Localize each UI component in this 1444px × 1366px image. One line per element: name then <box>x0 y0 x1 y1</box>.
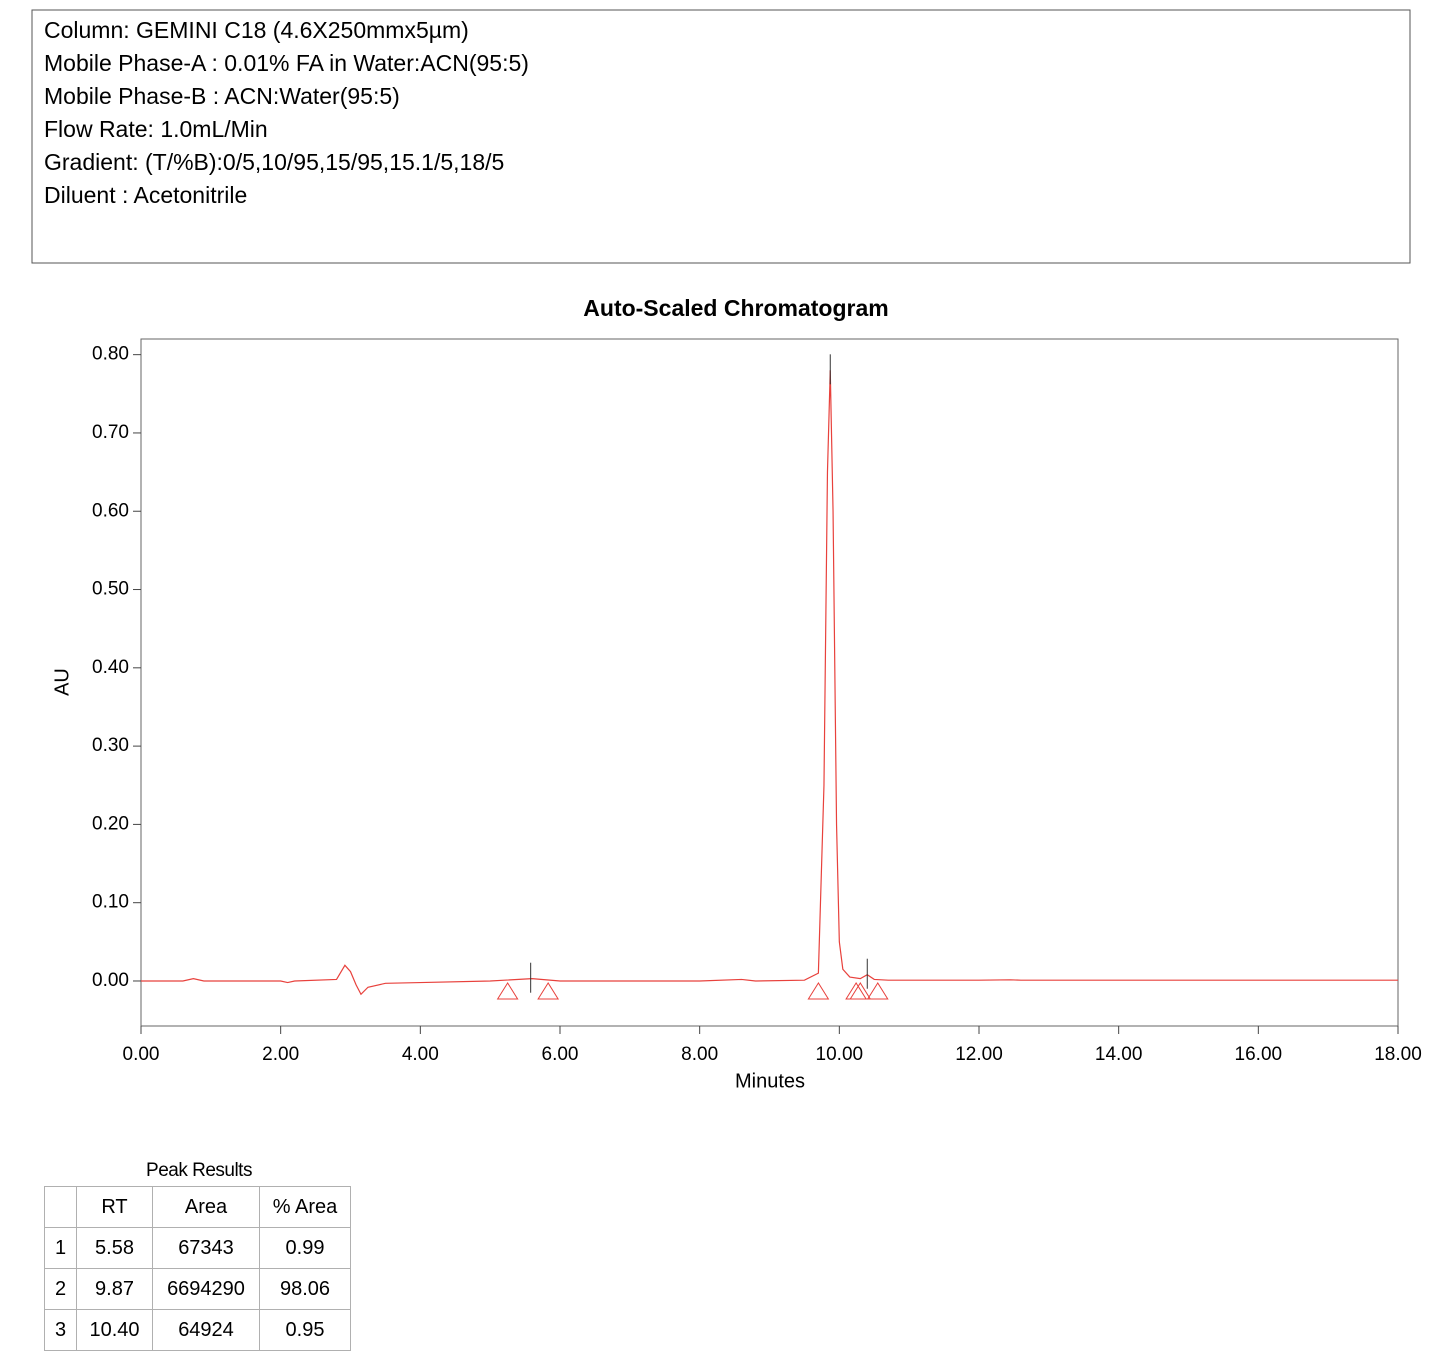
row-index: 2 <box>44 1268 77 1310</box>
chart: Column: GEMINI C18 (4.6X250mmx5µm) Mobile… <box>31 9 1422 1092</box>
y-tick-label: 0.10 <box>92 892 129 913</box>
table-row: 1 5.58 67343 0.99 <box>44 1227 351 1269</box>
column-header: Area <box>152 1186 260 1228</box>
column-header: RT <box>76 1186 153 1228</box>
trace <box>141 370 1398 996</box>
peak-table: RT Area% Area 1 5.58 67343 0.99 2 9.87 6694290 9… <box>44 1186 351 1351</box>
y-tick-label: 0.60 <box>92 500 129 521</box>
table-row: 3 10.40 64924 0.95 <box>44 1309 351 1351</box>
table-header: RT Area% Area <box>44 1186 351 1228</box>
x-axis-label: Minutes <box>735 1070 805 1092</box>
plot-frame <box>140 338 1399 1027</box>
row-index: 3 <box>44 1309 77 1351</box>
column-header: % Area <box>259 1186 351 1228</box>
header-line: Diluent : Acetonitrile <box>44 182 247 208</box>
header: Column: GEMINI C18 (4.6X250mmx5µm) Mobile… <box>44 17 529 208</box>
table-corner <box>44 1186 77 1228</box>
y-tick-label: 0.50 <box>92 579 129 600</box>
y-tick-label: 0.80 <box>92 344 129 365</box>
chart-title: Auto-Scaled Chromatogram <box>583 295 888 321</box>
row-index: 1 <box>44 1227 77 1269</box>
y-tick-label: 0.20 <box>92 813 129 834</box>
x-tick-label: 10.00 <box>816 1044 864 1065</box>
header-box <box>31 9 1411 264</box>
x-tick-label: 8.00 <box>681 1044 718 1065</box>
y-axis-label: AU <box>51 668 73 696</box>
x-tick-label: 18.00 <box>1374 1044 1422 1065</box>
table-cell: 0.99 <box>259 1227 351 1269</box>
table-body: 1 5.58 67343 0.99 2 9.87 6694290 98.06 3 10.40 649… <box>44 1227 351 1351</box>
peak-boundary <box>866 982 889 1000</box>
header-line: Column: GEMINI C18 (4.6X250mmx5µm) <box>44 17 469 43</box>
y-tick-label: 0.40 <box>92 657 129 678</box>
table-cell: 6694290 <box>152 1268 260 1310</box>
table-cell: 98.06 <box>259 1268 351 1310</box>
peak-boundary <box>849 982 872 1000</box>
header-line: Gradient: (T/%B):0/5,10/95,15/95,15.1/5,… <box>44 149 504 175</box>
table-title: Peak Results <box>146 1160 252 1181</box>
x-tick-label: 12.00 <box>955 1044 1003 1065</box>
peak-boundary <box>537 982 560 1000</box>
table-cell: 0.95 <box>259 1309 351 1351</box>
y-tick-label: 0.70 <box>92 422 129 443</box>
table-cell: 64924 <box>152 1309 260 1351</box>
peak-boundary <box>496 982 519 1000</box>
table-cell: 9.87 <box>76 1268 153 1310</box>
header-line: Flow Rate: 1.0mL/Min <box>44 116 268 142</box>
x-tick-label: 6.00 <box>542 1044 579 1065</box>
x-tick-label: 16.00 <box>1235 1044 1283 1065</box>
header-line: Mobile Phase-B : ACN:Water(95:5) <box>44 83 400 109</box>
table-row: 2 9.87 6694290 98.06 <box>44 1268 351 1310</box>
x-tick-label: 0.00 <box>123 1044 160 1065</box>
peak-boundary <box>807 982 830 1000</box>
y-tick-label: 0.00 <box>92 970 129 991</box>
table-cell: 5.58 <box>76 1227 153 1269</box>
table-cell: 67343 <box>152 1227 260 1269</box>
y-tick-label: 0.30 <box>92 735 129 756</box>
peak-boundary <box>845 982 867 1000</box>
x-tick-label: 14.00 <box>1095 1044 1143 1065</box>
header-line: Mobile Phase-A : 0.01% FA in Water:ACN(9… <box>44 50 529 76</box>
table-cell: 10.40 <box>76 1309 153 1351</box>
x-tick-label: 4.00 <box>402 1044 439 1065</box>
x-tick-label: 2.00 <box>262 1044 299 1065</box>
